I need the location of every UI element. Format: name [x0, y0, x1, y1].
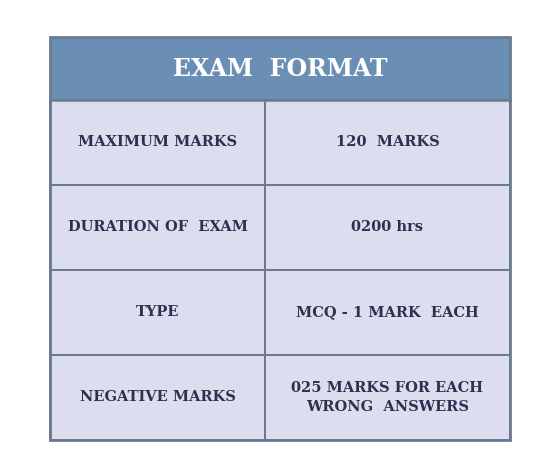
Bar	[50, 355, 265, 440]
Bar	[50, 37, 510, 440]
Text: MAXIMUM MARKS: MAXIMUM MARKS	[78, 135, 237, 149]
Bar	[265, 355, 510, 440]
Text: EXAM  FORMAT: EXAM FORMAT	[172, 57, 388, 80]
Text: 120  MARKS: 120 MARKS	[335, 135, 440, 149]
Bar	[50, 185, 265, 270]
Text: DURATION OF  EXAM: DURATION OF EXAM	[68, 220, 248, 234]
Bar	[50, 37, 510, 100]
Bar	[265, 270, 510, 355]
Text: 025 MARKS FOR EACH
WRONG  ANSWERS: 025 MARKS FOR EACH WRONG ANSWERS	[291, 380, 483, 414]
Bar	[265, 185, 510, 270]
Text: 0200 hrs: 0200 hrs	[352, 220, 423, 234]
Text: NEGATIVE MARKS: NEGATIVE MARKS	[80, 390, 236, 404]
Bar	[50, 100, 265, 185]
Bar	[265, 100, 510, 185]
Text: TYPE: TYPE	[136, 306, 180, 319]
Bar	[50, 270, 265, 355]
Text: MCQ - 1 MARK  EACH: MCQ - 1 MARK EACH	[296, 306, 479, 319]
